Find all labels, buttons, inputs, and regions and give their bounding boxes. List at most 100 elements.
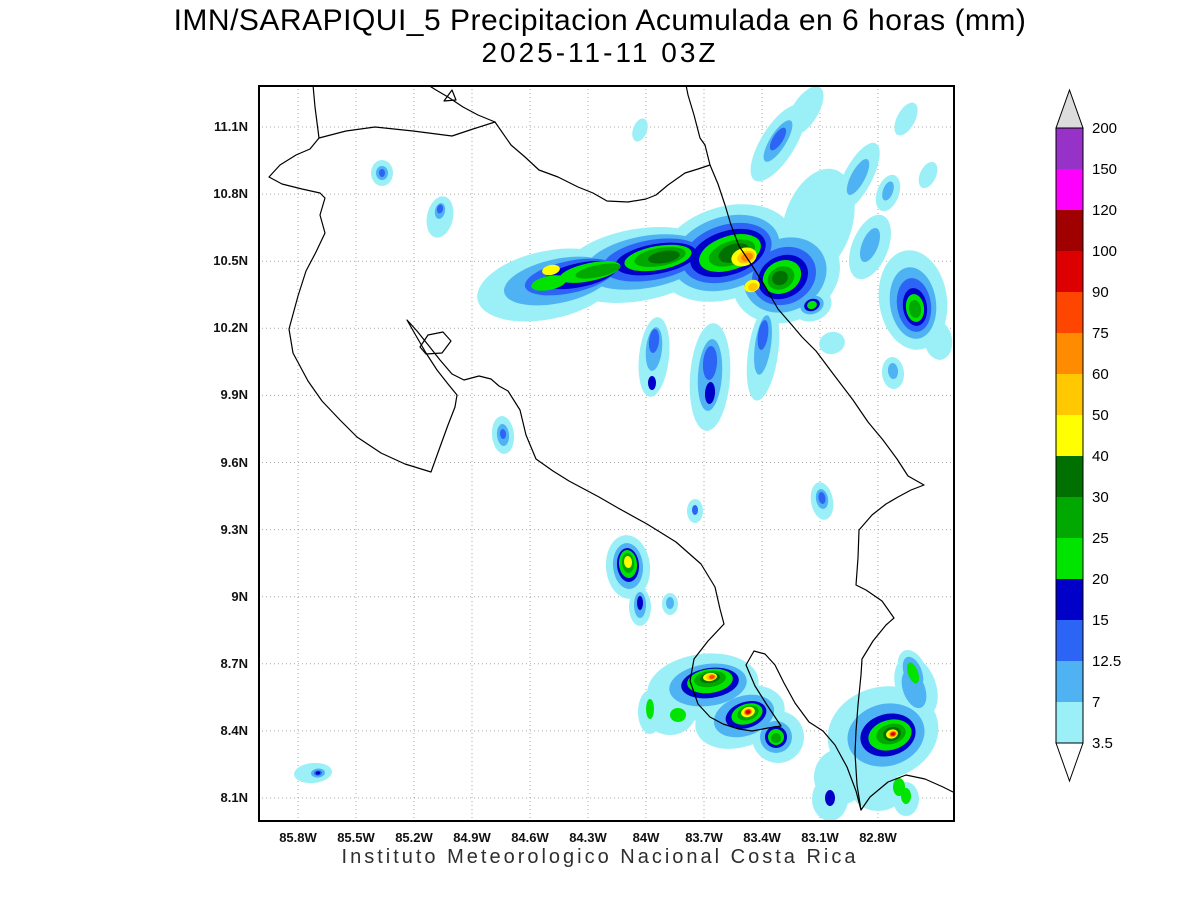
- plot-frame: [258, 85, 955, 822]
- map-subtitle-datetime: 2025-11-11 03Z: [481, 37, 719, 68]
- colorbar-segment: [1056, 579, 1083, 620]
- x-tick-label: 83.1W: [801, 830, 839, 845]
- y-tick-label: 9N: [231, 588, 248, 604]
- colorbar-tick-label: 200: [1092, 120, 1117, 137]
- x-tick-label: 84.3W: [569, 830, 607, 845]
- colorbar-arrow-above: [1055, 88, 1084, 129]
- precip-cell-level-2: [648, 329, 660, 353]
- colorbar-tick-label: 25: [1092, 530, 1109, 547]
- x-tick-label: 85.5W: [337, 830, 375, 845]
- precip-cell-level-0: [632, 118, 648, 142]
- precip-cell-level-3: [315, 771, 321, 775]
- y-tick-label: 10.2N: [213, 320, 248, 336]
- map-title: IMN/SARAPIQUI_5 Precipitacion Acumulada …: [173, 4, 1027, 37]
- colorbar-tick-label: 7: [1092, 694, 1100, 711]
- gridlines: [258, 85, 955, 822]
- y-tick-label: 9.6N: [220, 454, 248, 470]
- precip-cell-level-1: [882, 181, 894, 201]
- x-tick-label: 84.6W: [511, 830, 549, 845]
- colorbar-segment: [1056, 128, 1083, 169]
- colorbar-tick-label: 60: [1092, 366, 1109, 383]
- isla-chira-outline: [419, 331, 452, 355]
- precip-cell-level-0: [923, 320, 953, 360]
- border-panama-and-caribbean-coast: [685, 85, 925, 811]
- x-tick-label: 83.4W: [743, 830, 781, 845]
- precip-cell-level-4: [906, 662, 920, 684]
- y-tick-label: 10.8N: [213, 186, 248, 202]
- colorbar-arrow-below: [1055, 742, 1084, 783]
- precip-cell-level-6: [772, 270, 788, 286]
- precip-cell-level-3: [637, 596, 643, 610]
- precip-cell-level-8: [748, 282, 758, 292]
- x-tick-label: 83.7W: [685, 830, 723, 845]
- y-tick-label: 8.1N: [220, 790, 248, 805]
- precip-cell-level-2: [769, 127, 787, 151]
- colorbar-segment: [1056, 333, 1083, 374]
- colorbar-tick-label: 20: [1092, 571, 1109, 588]
- precip-cell-level-2: [692, 505, 698, 515]
- colorbar-tick-label: 12.5: [1092, 653, 1121, 670]
- colorbar-tick-label: 150: [1092, 161, 1117, 178]
- colorbar-segment: [1056, 497, 1083, 538]
- map-canvas: [258, 85, 955, 822]
- precip-cell-level-3: [648, 376, 656, 390]
- colorbar-segment: [1056, 456, 1083, 497]
- coastline-pacific: [268, 85, 955, 811]
- precip-cell-level-1: [887, 363, 899, 379]
- x-tick-label: 85.2W: [395, 830, 433, 845]
- border-nicaragua-san-juan-river: [494, 121, 711, 203]
- precip-cell-level-10: [709, 675, 715, 679]
- x-tick-label: 82.8W: [859, 830, 897, 845]
- colorbar-tick-label: 100: [1092, 243, 1117, 260]
- colorbar-segment: [1056, 169, 1083, 210]
- x-tick-label: 84W: [632, 830, 660, 845]
- lake-island-outline: [443, 89, 457, 102]
- border-nicaragua-west: [318, 121, 496, 139]
- precip-cell-level-2: [379, 169, 385, 177]
- y-tick-label: 8.4N: [220, 722, 248, 738]
- y-tick-label: 9.3N: [220, 521, 248, 537]
- precip-cell-level-6: [648, 250, 680, 264]
- colorbar-tick-label: 3.5: [1092, 735, 1113, 752]
- colorbar-canvas: 200 150 120 100 90 75 60 50 40 30 25 20 15 12.5 7 3.5: [1055, 88, 1121, 783]
- precip-cell-level-2: [499, 429, 507, 439]
- colorbar-segment: [1056, 415, 1083, 456]
- precip-cell-level-5: [771, 733, 781, 743]
- precip-cell-level-0: [819, 331, 845, 355]
- colorbar-tick-label: 75: [1092, 325, 1109, 342]
- precip-cell-level-2: [757, 320, 769, 350]
- precip-cell-level-4: [531, 275, 567, 291]
- precip-cell-level-2: [702, 346, 718, 380]
- colorbar-tick-label: 90: [1092, 284, 1109, 301]
- precip-cell-level-3: [825, 790, 835, 806]
- y-tick-label: 11.1N: [214, 119, 248, 134]
- precipitation-shading: [294, 86, 953, 821]
- precip-cell-level-11: [891, 732, 895, 736]
- colorbar-segment: [1056, 661, 1083, 702]
- colorbar-tick-label: 120: [1092, 202, 1117, 219]
- colorbar-segment: [1056, 620, 1083, 661]
- precip-cell-level-4: [901, 788, 911, 804]
- colorbar-tick-label: 40: [1092, 448, 1109, 465]
- colorbar-segment: [1056, 538, 1083, 579]
- precip-cell-level-0: [786, 86, 824, 136]
- colorbar-segment: [1056, 702, 1083, 743]
- y-tick-label: 9.9N: [220, 387, 248, 403]
- colorbar-segment: [1056, 292, 1083, 333]
- precip-cell-level-4: [807, 300, 817, 310]
- precip-cell-level-2: [436, 204, 444, 214]
- precip-cell-level-1: [859, 228, 881, 262]
- x-tick-label: 85.8W: [279, 830, 317, 845]
- y-tick-label: 10.5N: [213, 253, 248, 269]
- precip-cell-level-4: [646, 699, 654, 719]
- x-tick-label: 84.9W: [453, 830, 491, 845]
- precip-cell-level-4: [670, 708, 686, 722]
- precip-cell-level-7: [542, 264, 560, 276]
- lake-nicaragua-shore: [427, 85, 496, 123]
- colorbar-segment: [1056, 210, 1083, 251]
- precip-cell-level-1: [846, 159, 870, 195]
- colorbar-tick-label: 50: [1092, 407, 1109, 424]
- precip-cell-level-11: [745, 710, 751, 714]
- precip-cell-level-0: [918, 161, 938, 189]
